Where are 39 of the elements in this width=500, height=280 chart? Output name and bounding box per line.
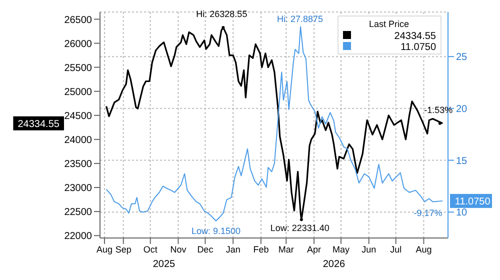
annotation: Low: 9.1500 — [191, 226, 241, 236]
text: 2026 — [322, 259, 346, 270]
text: 11.0750 — [454, 196, 491, 208]
text: 2025 — [152, 259, 176, 270]
legend-title: Last Price — [368, 19, 410, 29]
y-tick-label: 22500 — [64, 207, 92, 218]
y2-tick-label: 25 — [456, 52, 468, 64]
y-tick-label: 25000 — [64, 86, 92, 98]
x-tick-label: Jan — [226, 244, 240, 254]
x-tick-label: Dec — [197, 244, 214, 254]
y-tick-label: 24500 — [64, 110, 92, 122]
annotation: -9.17% — [414, 208, 442, 218]
x-tick-label: Sep — [115, 244, 132, 254]
y-tick-label: 26500 — [64, 14, 92, 26]
annotation: 11.0750 — [400, 42, 436, 53]
y-tick-label: 23000 — [64, 183, 92, 194]
x-tick-label: Aug — [416, 244, 432, 254]
x-tick-label: May — [332, 244, 350, 254]
x-tick-label: Jul — [390, 244, 402, 254]
x-tick-label: Jun — [362, 244, 376, 254]
text: 24334.55 — [18, 118, 60, 130]
x-tick-label: Apr — [307, 244, 322, 254]
annotation: Low: 22331.40 — [270, 223, 330, 234]
y-tick-label: 24000 — [64, 134, 92, 146]
y2-tick-label: 10 — [456, 208, 468, 219]
y-tick-label: 23500 — [64, 159, 92, 170]
y-tick-label: 25500 — [64, 62, 92, 74]
x-tick-label: Oct — [143, 244, 158, 254]
y2-tick-label: 15 — [456, 156, 468, 167]
y-tick-label: 22000 — [64, 231, 92, 242]
y2-tick-label: 20 — [456, 104, 468, 115]
y-tick-label: 26000 — [64, 38, 92, 50]
annotation: Hi: 26328.55 — [196, 8, 248, 19]
annotation: Hi: 27.8875 — [276, 14, 324, 24]
x-tick-label: Aug — [96, 244, 113, 254]
x-tick-label: Mar — [278, 244, 294, 254]
annotation: 24334.55 — [394, 31, 436, 42]
x-tick-label: Nov — [170, 244, 187, 254]
x-tick-label: Feb — [253, 244, 269, 254]
